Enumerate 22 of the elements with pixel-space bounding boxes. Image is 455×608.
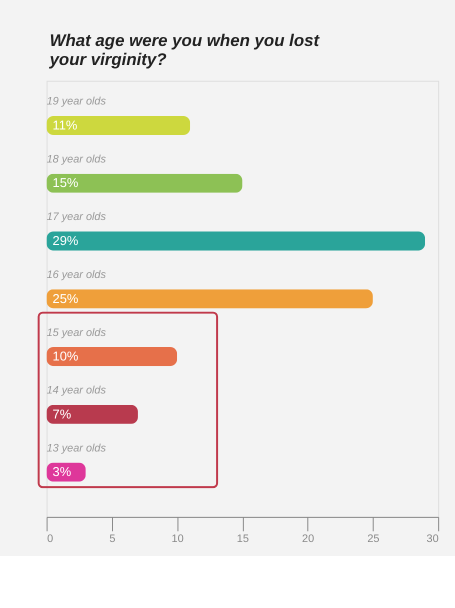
chart-title: What age were you when you lost your virginity? xyxy=(48,31,320,69)
data-label: 15% xyxy=(52,175,78,190)
x-tick-label: 25 xyxy=(367,533,380,546)
data-label: 7% xyxy=(52,406,72,422)
y-tick-label: 13 year olds xyxy=(46,442,106,454)
x-tick-label: 20 xyxy=(302,533,314,546)
y-tick-label: 18 year olds xyxy=(46,153,106,166)
data-label: 11% xyxy=(52,117,78,132)
y-tick-label: 17 year olds xyxy=(46,211,106,224)
data-label: 29% xyxy=(52,233,78,248)
x-tick-label: 0 xyxy=(47,533,54,546)
x-tick-label: 30 xyxy=(426,533,439,546)
y-tick-label: 15 year olds xyxy=(46,326,106,339)
data-label: 10% xyxy=(52,348,78,364)
data-label: 3% xyxy=(52,464,72,480)
x-tick-label: 5 xyxy=(109,533,116,546)
x-tick-label: 15 xyxy=(236,533,249,546)
data-label: 25% xyxy=(52,290,78,306)
y-tick-label: 16 year olds xyxy=(46,269,106,281)
y-tick-label: 19 year olds xyxy=(46,96,106,108)
y-tick-label: 14 year olds xyxy=(46,384,106,397)
x-tick-label: 10 xyxy=(172,533,184,546)
